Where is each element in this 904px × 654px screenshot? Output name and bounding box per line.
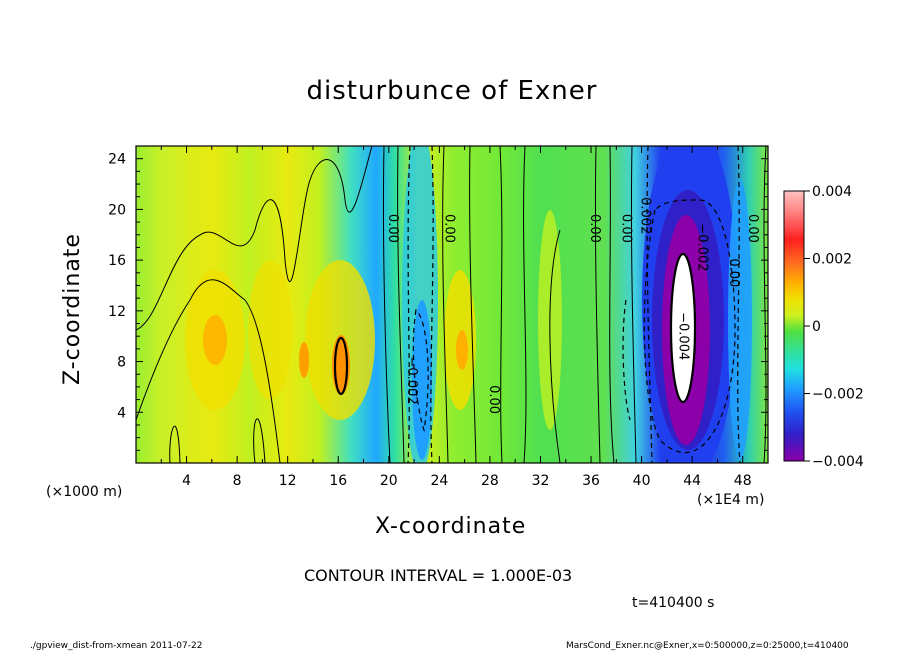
x-tick-label: 20 — [380, 473, 398, 489]
contour-label: 0.00 — [619, 214, 634, 243]
colorbar-label: −0.004 — [812, 454, 864, 470]
x-tick-label: 8 — [233, 473, 242, 489]
x-axis-unit-left: (×1000 m) — [46, 484, 123, 500]
contour-label: −0.002 — [404, 357, 419, 405]
x-tick-label: 28 — [481, 473, 499, 489]
y-tick-label: 12 — [108, 304, 126, 320]
contour-label: 0.00 — [745, 214, 760, 243]
contour-label: 0.00 — [726, 258, 741, 287]
colorbar-ticks: 0.004 0.002 0 −0.002 −0.004 — [804, 184, 864, 470]
colorbar-label: −0.002 — [812, 387, 864, 403]
colorbar — [783, 190, 805, 462]
x-tick-label: 24 — [430, 473, 448, 489]
contour-labels: 0.00 0.00 0.00 0.00 0.002 −0.002 0.00 −0.002 0.0… — [385, 197, 760, 414]
y-axis-label: Z-coordinate — [60, 233, 85, 385]
x-tick-label: 44 — [683, 473, 701, 489]
x-tick-label: 12 — [279, 473, 297, 489]
colorbar-label: 0.002 — [812, 252, 852, 268]
time-stamp: t=410400 s — [632, 595, 715, 611]
colorbar-label: 0 — [812, 319, 821, 335]
contour-label: 0.00 — [587, 214, 602, 243]
contour-label: 0.00 — [385, 214, 400, 243]
x-axis: 4 8 12 16 20 24 28 32 36 40 44 48 — [160, 146, 752, 489]
x-axis-label: X-coordinate — [375, 514, 527, 539]
x-tick-label: 16 — [329, 473, 347, 489]
x-tick-label: 40 — [633, 473, 651, 489]
contour-label: 0.002 — [638, 197, 653, 234]
footer-right: MarsCond_Exner.nc@Exner,x=0:500000,z=0:2… — [566, 641, 849, 651]
contour-field — [136, 146, 768, 463]
contour-label: −0.002 — [694, 223, 709, 271]
y-axis: 4 8 12 16 20 24 — [108, 152, 768, 451]
x-tick-label: 32 — [532, 473, 550, 489]
contour-label: −0.004 — [676, 312, 691, 360]
contour-label: 0.00 — [442, 214, 457, 243]
x-axis-unit-right: (×1E4 m) — [697, 492, 765, 508]
y-tick-label: 20 — [108, 202, 126, 218]
contour-interval-text: CONTOUR INTERVAL = 1.000E-03 — [304, 566, 573, 585]
x-tick-label: 4 — [182, 473, 191, 489]
y-tick-label: 24 — [108, 152, 126, 168]
contour-label: 0.00 — [486, 385, 501, 414]
y-tick-label: 4 — [117, 405, 126, 421]
footer-left: ./gpview_dist-from-xmean 2011-07-22 — [30, 641, 203, 651]
y-tick-label: 16 — [108, 253, 126, 269]
chart-title: disturbunce of Exner — [306, 76, 598, 106]
y-tick-label: 8 — [117, 355, 126, 371]
colorbar-label: 0.004 — [812, 184, 852, 200]
x-tick-label: 48 — [734, 473, 752, 489]
plot-frame — [135, 145, 769, 464]
x-tick-label: 36 — [582, 473, 600, 489]
